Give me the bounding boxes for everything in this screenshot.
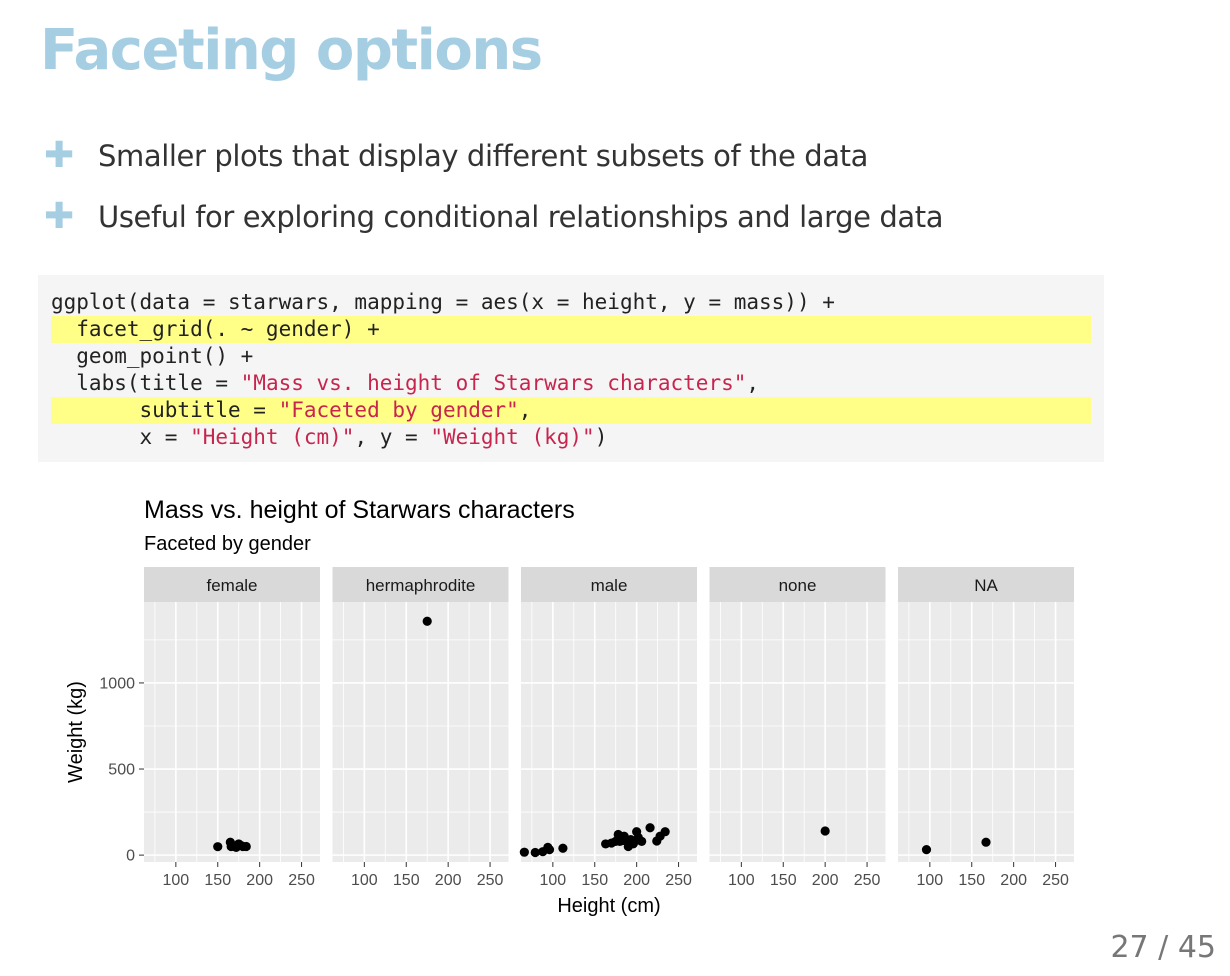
x-tick-label: 100 — [539, 872, 566, 889]
bullet-text: Smaller plots that display different sub… — [98, 139, 869, 173]
x-tick-label: 200 — [1000, 872, 1027, 889]
chart-subtitle: Faceted by gender — [144, 533, 311, 555]
data-point — [213, 842, 223, 852]
facet-label: male — [591, 576, 628, 595]
plus-icon: ✚ — [44, 196, 74, 237]
data-point — [645, 823, 655, 833]
facet-strip — [144, 567, 320, 602]
x-tick-label: 250 — [1042, 872, 1069, 889]
facet-panel — [709, 602, 886, 862]
data-point — [241, 841, 251, 852]
facet-strip — [332, 567, 509, 602]
chart-title: Mass vs. height of Starwars characters — [144, 496, 575, 524]
slide-title: Faceting options — [40, 18, 543, 83]
data-point — [660, 827, 670, 837]
x-tick-label: 150 — [393, 872, 420, 889]
x-tick-label: 200 — [246, 872, 273, 889]
x-tick-label: 250 — [665, 872, 692, 889]
y-axis-label: Weight (kg) — [65, 681, 87, 783]
code-line: x = "Height (cm)", y = "Weight (kg)") — [51, 425, 608, 449]
y-tick-label: 500 — [108, 762, 135, 779]
x-tick-label: 250 — [854, 872, 881, 889]
x-tick-label: 200 — [435, 872, 462, 889]
x-tick-label: 150 — [958, 872, 985, 889]
code-line: ggplot(data = starwars, mapping = aes(x … — [51, 290, 835, 314]
data-point — [422, 616, 432, 626]
x-tick-label: 200 — [623, 872, 650, 889]
code-line: labs(title = "Mass vs. height of Starwar… — [51, 371, 760, 395]
x-tick-label: 100 — [162, 872, 189, 889]
y-tick-label: 0 — [126, 848, 135, 865]
bullet-list: ✚ Smaller plots that display different su… — [44, 132, 944, 254]
facet-panel — [898, 602, 1074, 862]
facet-strip — [521, 567, 697, 602]
x-tick-label: 150 — [204, 872, 231, 889]
facet-strip — [709, 567, 886, 602]
x-tick-label: 100 — [728, 872, 755, 889]
facet-strip — [898, 567, 1074, 602]
x-tick-label: 250 — [477, 872, 504, 889]
data-point — [558, 843, 568, 853]
x-axis-label: Height (cm) — [557, 895, 660, 917]
x-tick-label: 100 — [351, 872, 378, 889]
faceted-scatter-chart: Mass vs. height of Starwars characters Fa… — [65, 496, 1074, 917]
data-point — [544, 845, 555, 855]
bullet-item: ✚ Useful for exploring conditional relati… — [44, 193, 944, 241]
bullet-item: ✚ Smaller plots that display different su… — [44, 132, 943, 180]
code-line: subtitle = "Faceted by gender", — [51, 397, 1091, 424]
facet-label: none — [779, 576, 817, 595]
facet-label: female — [206, 576, 257, 595]
data-point — [530, 847, 540, 858]
plus-icon: ✚ — [44, 135, 74, 176]
facet-label: NA — [974, 576, 998, 595]
x-tick-label: 100 — [916, 872, 943, 889]
facet-label: hermaphrodite — [366, 576, 476, 595]
x-tick-label: 200 — [812, 872, 839, 889]
x-tick-label: 250 — [288, 872, 315, 889]
bullet-text: Useful for exploring conditional relatio… — [98, 200, 944, 234]
x-tick-label: 150 — [770, 872, 797, 889]
facet-panel — [332, 602, 509, 862]
x-tick-label: 150 — [581, 872, 608, 889]
code-line: facet_grid(. ~ gender) + — [51, 316, 1091, 343]
data-point — [519, 847, 529, 857]
code-line: geom_point() + — [51, 344, 254, 368]
data-point — [981, 837, 991, 847]
facet-panel — [144, 602, 320, 862]
data-point — [637, 836, 647, 846]
y-tick-label: 1000 — [99, 675, 135, 692]
data-point — [921, 845, 932, 855]
data-point — [820, 826, 830, 836]
page-number: 27 / 45 — [1110, 930, 1216, 965]
code-block: ggplot(data = starwars, mapping = aes(x … — [38, 275, 1104, 462]
facet-panel — [521, 602, 697, 862]
